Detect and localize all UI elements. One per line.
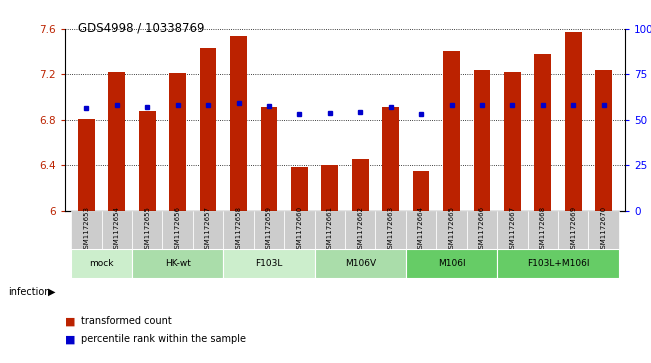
Text: GSM1172656: GSM1172656	[174, 206, 181, 253]
Bar	[527, 211, 558, 249]
Text: F103L+M106I: F103L+M106I	[527, 259, 589, 268]
Bar	[565, 32, 581, 211]
Text: GSM1172661: GSM1172661	[327, 206, 333, 253]
Bar	[413, 171, 430, 211]
Text: ■: ■	[65, 334, 76, 344]
Text: GSM1172663: GSM1172663	[388, 206, 394, 253]
Text: GSM1172664: GSM1172664	[418, 206, 424, 253]
Text: GSM1172666: GSM1172666	[479, 206, 485, 253]
Bar	[345, 211, 376, 249]
Bar	[406, 211, 436, 249]
Bar	[223, 211, 254, 249]
Bar	[71, 249, 132, 278]
Bar	[382, 107, 399, 211]
Bar	[78, 119, 95, 211]
Text: ■: ■	[65, 316, 76, 326]
Bar	[558, 211, 589, 249]
Text: GSM1172668: GSM1172668	[540, 206, 546, 253]
Text: HK-wt: HK-wt	[165, 259, 191, 268]
Bar	[314, 211, 345, 249]
Bar	[260, 107, 277, 211]
Bar	[534, 54, 551, 211]
Bar	[254, 211, 284, 249]
Bar	[497, 249, 619, 278]
Bar	[322, 165, 338, 211]
Bar	[139, 111, 156, 211]
Bar	[467, 211, 497, 249]
Bar	[436, 211, 467, 249]
Bar	[223, 249, 314, 278]
Bar	[200, 48, 217, 211]
Text: GSM1172657: GSM1172657	[205, 206, 211, 253]
Bar	[71, 211, 102, 249]
Bar	[589, 211, 619, 249]
Text: GSM1172662: GSM1172662	[357, 206, 363, 253]
Text: transformed count: transformed count	[81, 316, 172, 326]
Bar	[473, 70, 490, 211]
Text: GSM1172654: GSM1172654	[114, 206, 120, 253]
Bar	[193, 211, 223, 249]
Bar	[406, 249, 497, 278]
Text: GSM1172659: GSM1172659	[266, 206, 272, 253]
Text: GSM1172655: GSM1172655	[145, 206, 150, 253]
Bar	[169, 73, 186, 211]
Bar	[163, 211, 193, 249]
Bar	[595, 70, 612, 211]
Text: GSM1172653: GSM1172653	[83, 206, 89, 253]
Bar	[504, 72, 521, 211]
Text: GSM1172665: GSM1172665	[449, 206, 454, 253]
Text: GSM1172667: GSM1172667	[509, 206, 516, 253]
Bar	[497, 211, 527, 249]
Text: GSM1172670: GSM1172670	[601, 206, 607, 253]
Bar	[376, 211, 406, 249]
Text: M106I: M106I	[437, 259, 465, 268]
Bar	[132, 211, 163, 249]
Text: GDS4998 / 10338769: GDS4998 / 10338769	[78, 22, 204, 35]
Bar	[314, 249, 406, 278]
Text: GSM1172658: GSM1172658	[236, 206, 242, 253]
Text: infection: infection	[8, 287, 50, 297]
Text: GSM1172660: GSM1172660	[296, 206, 302, 253]
Bar	[230, 36, 247, 211]
Text: F103L: F103L	[255, 259, 283, 268]
Text: ▶: ▶	[48, 287, 55, 297]
Text: M106V: M106V	[344, 259, 376, 268]
Text: percentile rank within the sample: percentile rank within the sample	[81, 334, 246, 344]
Bar	[291, 167, 308, 211]
Bar	[102, 211, 132, 249]
Bar	[443, 50, 460, 211]
Bar	[352, 159, 368, 211]
Text: mock: mock	[89, 259, 114, 268]
Text: GSM1172669: GSM1172669	[570, 206, 576, 253]
Bar	[284, 211, 314, 249]
Bar	[132, 249, 223, 278]
Bar	[109, 72, 125, 211]
